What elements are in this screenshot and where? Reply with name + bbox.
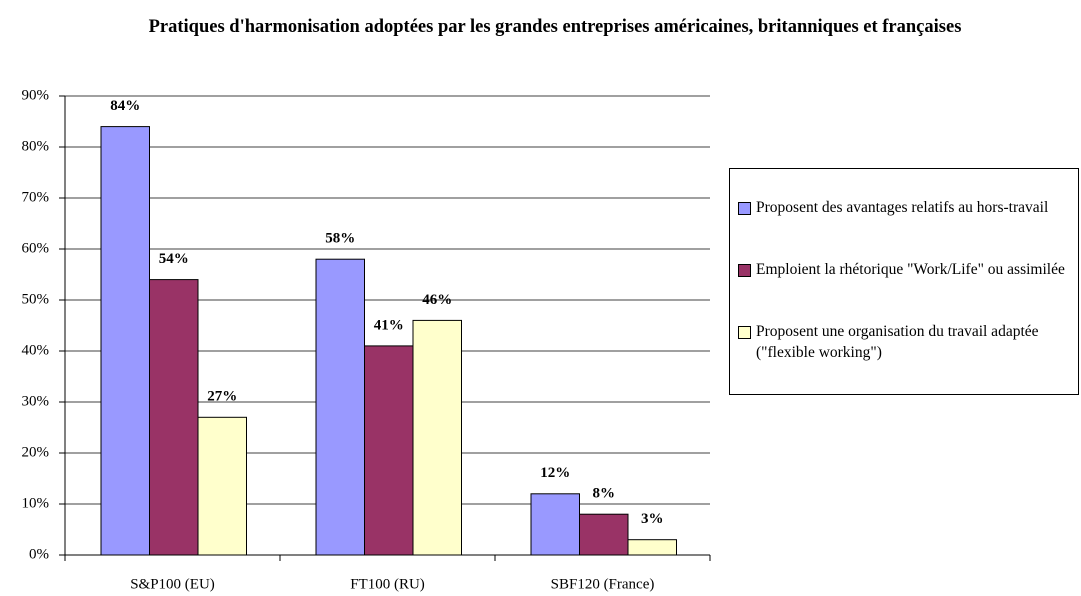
y-tick-label: 60% <box>22 240 50 256</box>
bar <box>149 279 199 556</box>
y-tick-label: 90% <box>22 87 50 103</box>
bar <box>579 513 629 556</box>
bar <box>530 493 580 556</box>
y-tick-label: 10% <box>22 495 50 511</box>
value-label: 46% <box>422 292 452 308</box>
legend-entry: Proposent une organisation du travail ad… <box>738 321 1081 363</box>
y-tick-label: 0% <box>29 546 49 562</box>
legend-entry: Emploient la rhétorique "Work/Life" ou a… <box>738 259 1081 280</box>
bar <box>100 126 150 556</box>
legend: Proposent des avantages relatifs au hors… <box>729 168 1079 395</box>
legend-label: Proposent des avantages relatifs au hors… <box>756 199 1049 216</box>
legend-swatch <box>738 326 751 339</box>
legend-entry: Proposent des avantages relatifs au hors… <box>738 197 1081 218</box>
y-tick-label: 20% <box>22 444 50 460</box>
bar <box>412 319 462 556</box>
value-label: 41% <box>374 317 404 333</box>
bar <box>315 258 365 556</box>
x-tick-label: SBF120 (France) <box>551 576 655 592</box>
bar <box>197 416 247 556</box>
legend-label: Emploient la rhétorique "Work/Life" ou a… <box>756 261 1065 278</box>
value-label: 27% <box>207 389 237 405</box>
chart-title: Pratiques d'harmonisation adoptées par l… <box>148 17 962 37</box>
bar <box>364 345 414 556</box>
value-label: 84% <box>110 98 140 114</box>
y-tick-label: 70% <box>22 189 50 205</box>
bar <box>627 539 677 556</box>
value-label: 58% <box>325 231 355 247</box>
y-tick-label: 30% <box>22 393 50 409</box>
legend-label: Proposent une organisation du travail ad… <box>756 323 1039 361</box>
value-label: 8% <box>593 486 616 502</box>
value-label: 3% <box>641 511 664 527</box>
legend-swatch <box>738 202 751 215</box>
y-tick-label: 80% <box>22 138 50 154</box>
y-tick-label: 50% <box>22 291 50 307</box>
y-tick-label: 40% <box>22 342 50 358</box>
value-label: 12% <box>540 465 570 481</box>
legend-swatch <box>738 264 751 277</box>
value-label: 54% <box>159 251 189 267</box>
x-tick-label: FT100 (RU) <box>350 576 425 592</box>
x-tick-label: S&P100 (EU) <box>130 576 215 592</box>
